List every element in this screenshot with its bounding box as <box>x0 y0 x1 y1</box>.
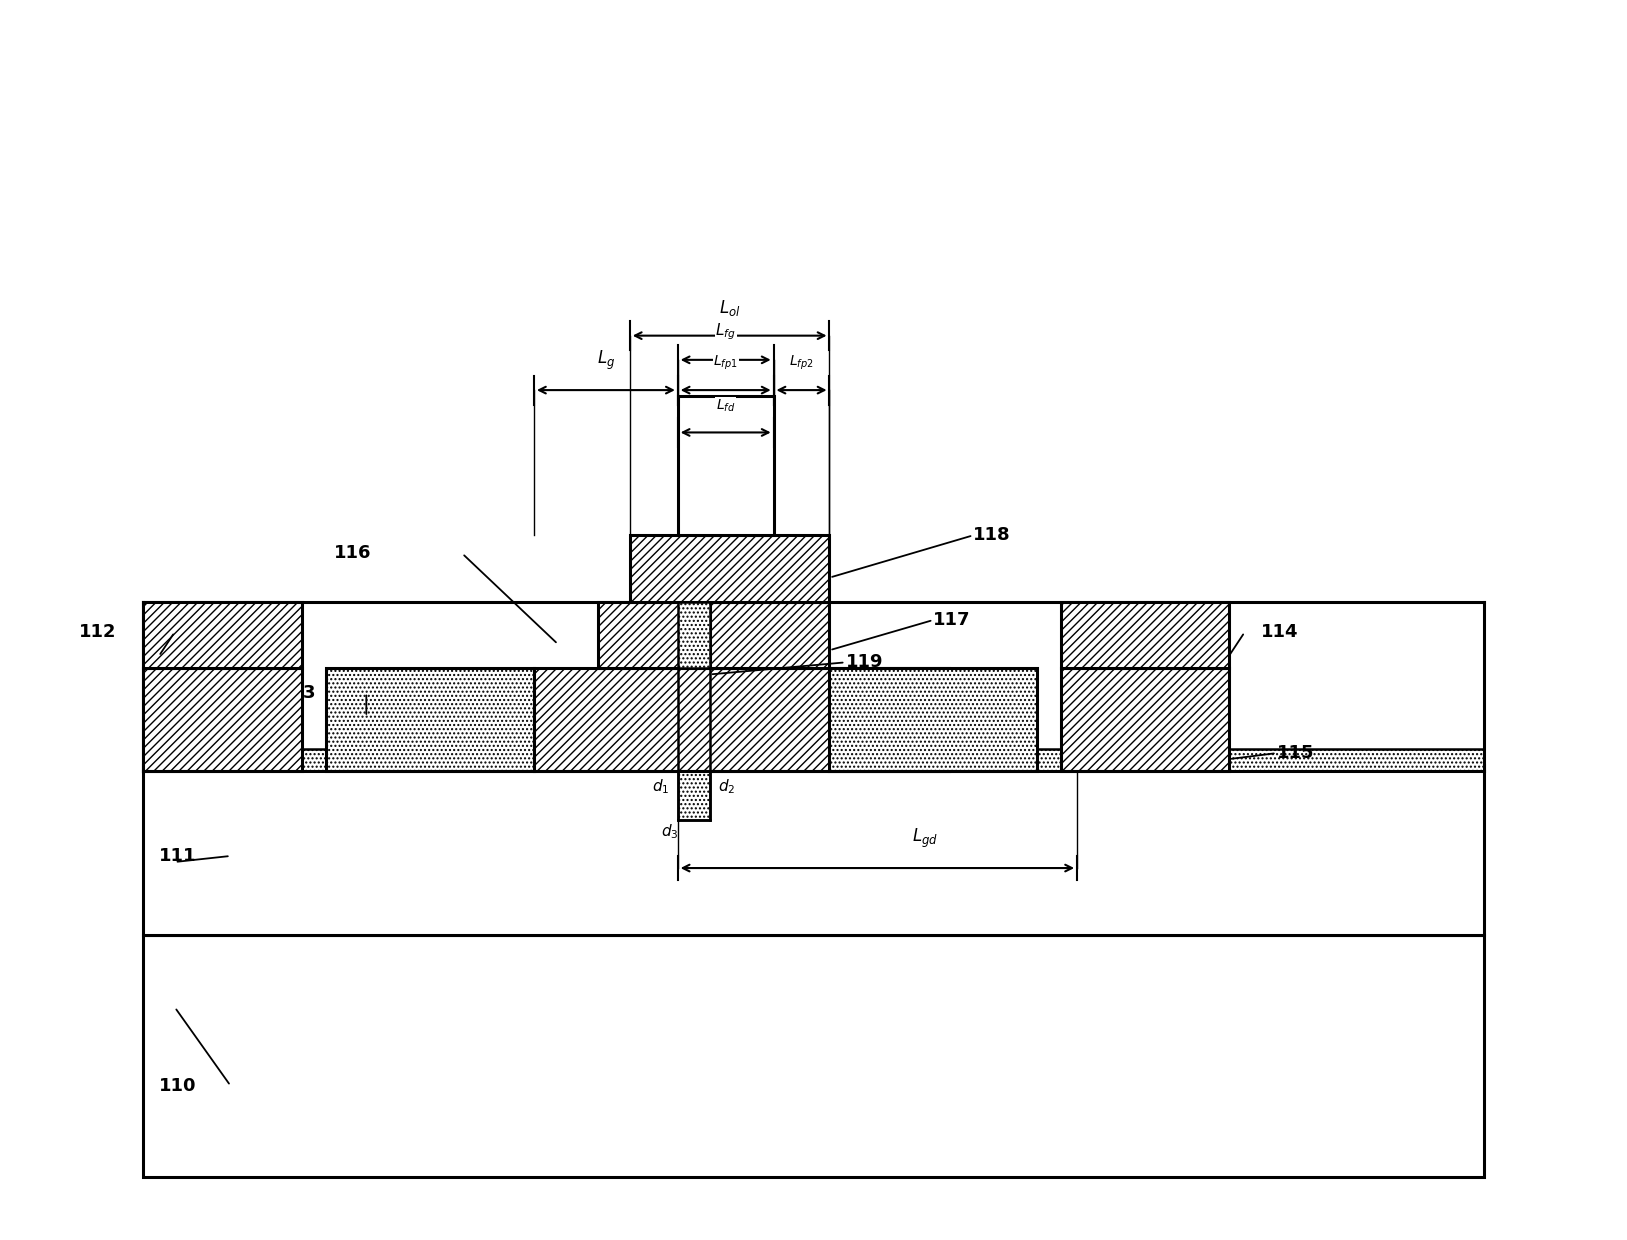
Text: $d_3$: $d_3$ <box>661 822 678 841</box>
Text: 113: 113 <box>278 683 316 702</box>
Bar <box>327 668 534 771</box>
Text: $L_{ol}$: $L_{ol}$ <box>719 298 740 317</box>
Text: 117: 117 <box>934 611 971 629</box>
Text: 118: 118 <box>973 526 1010 544</box>
Bar <box>534 668 949 771</box>
Bar <box>143 765 1484 935</box>
Text: $L_g$: $L_g$ <box>597 348 615 372</box>
Text: $L_{fp2}$: $L_{fp2}$ <box>789 353 814 372</box>
Text: 111: 111 <box>159 847 197 866</box>
Bar <box>143 935 1484 1177</box>
Text: $d_2$: $d_2$ <box>718 777 735 796</box>
Text: $L_{fd}$: $L_{fd}$ <box>716 398 735 414</box>
Bar <box>597 601 758 668</box>
Bar <box>1061 668 1228 771</box>
Text: $L_{fp1}$: $L_{fp1}$ <box>713 353 739 372</box>
Bar <box>143 601 303 668</box>
Bar <box>1061 601 1228 668</box>
Bar <box>678 771 709 820</box>
Bar <box>143 749 1484 771</box>
Bar <box>678 601 709 668</box>
Bar <box>709 601 830 668</box>
Bar <box>830 668 1036 771</box>
Text: $L_{fg}$: $L_{fg}$ <box>716 321 735 342</box>
Text: 116: 116 <box>335 544 373 563</box>
Text: 115: 115 <box>1277 744 1315 763</box>
Text: 110: 110 <box>159 1076 197 1095</box>
Bar <box>630 536 830 601</box>
Text: 114: 114 <box>1261 622 1298 641</box>
Bar <box>678 396 773 536</box>
Text: 112: 112 <box>78 622 117 641</box>
Bar <box>143 668 303 771</box>
Text: $d_1$: $d_1$ <box>652 777 670 796</box>
Text: $L_{gd}$: $L_{gd}$ <box>913 827 939 849</box>
Text: 119: 119 <box>846 653 883 671</box>
